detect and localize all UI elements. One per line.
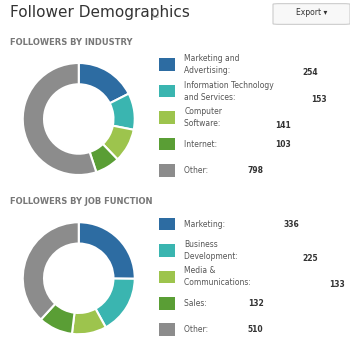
Text: Media &
Communications:: Media & Communications: xyxy=(184,266,254,287)
Text: Marketing and
Advertising:: Marketing and Advertising: xyxy=(184,54,240,75)
Wedge shape xyxy=(96,279,135,327)
Text: Marketing:: Marketing: xyxy=(184,219,228,229)
Text: FOLLOWERS BY JOB FUNCTION: FOLLOWERS BY JOB FUNCTION xyxy=(10,197,153,206)
Wedge shape xyxy=(23,222,79,320)
Wedge shape xyxy=(79,63,129,103)
Wedge shape xyxy=(103,126,134,159)
Bar xyxy=(160,111,175,124)
Text: Information Technology
and Services:: Information Technology and Services: xyxy=(184,81,274,102)
Text: Follower Demographics: Follower Demographics xyxy=(10,5,190,20)
Text: 133: 133 xyxy=(329,280,345,289)
Text: Business
Development:: Business Development: xyxy=(184,240,241,261)
Wedge shape xyxy=(23,63,96,175)
Bar xyxy=(160,138,175,150)
Bar xyxy=(160,58,175,71)
Text: ⓘ: ⓘ xyxy=(152,8,158,18)
Text: 510: 510 xyxy=(248,325,264,334)
Wedge shape xyxy=(90,144,118,172)
FancyBboxPatch shape xyxy=(273,4,350,24)
Text: 153: 153 xyxy=(311,94,327,104)
Text: FOLLOWERS BY INDUSTRY: FOLLOWERS BY INDUSTRY xyxy=(10,38,133,47)
Text: 132: 132 xyxy=(248,299,264,308)
Text: 798: 798 xyxy=(248,166,264,175)
Wedge shape xyxy=(79,222,135,279)
Text: 225: 225 xyxy=(302,254,318,263)
Bar xyxy=(160,244,175,257)
Wedge shape xyxy=(41,304,75,334)
Bar xyxy=(160,218,175,230)
Wedge shape xyxy=(72,309,106,334)
Text: Sales:: Sales: xyxy=(184,299,210,308)
Text: Other:: Other: xyxy=(184,166,211,175)
Bar xyxy=(160,271,175,283)
Text: Internet:: Internet: xyxy=(184,140,220,148)
Bar xyxy=(160,297,175,309)
Text: Computer
Software:: Computer Software: xyxy=(184,107,223,128)
Text: Export ▾: Export ▾ xyxy=(296,8,327,17)
Wedge shape xyxy=(110,94,135,130)
Text: 141: 141 xyxy=(275,121,290,130)
Text: 103: 103 xyxy=(275,140,290,148)
Text: 336: 336 xyxy=(284,219,300,229)
Bar xyxy=(160,85,175,98)
Text: Other:: Other: xyxy=(184,325,211,334)
Bar xyxy=(160,323,175,336)
Bar xyxy=(160,164,175,177)
Text: 254: 254 xyxy=(302,68,318,77)
